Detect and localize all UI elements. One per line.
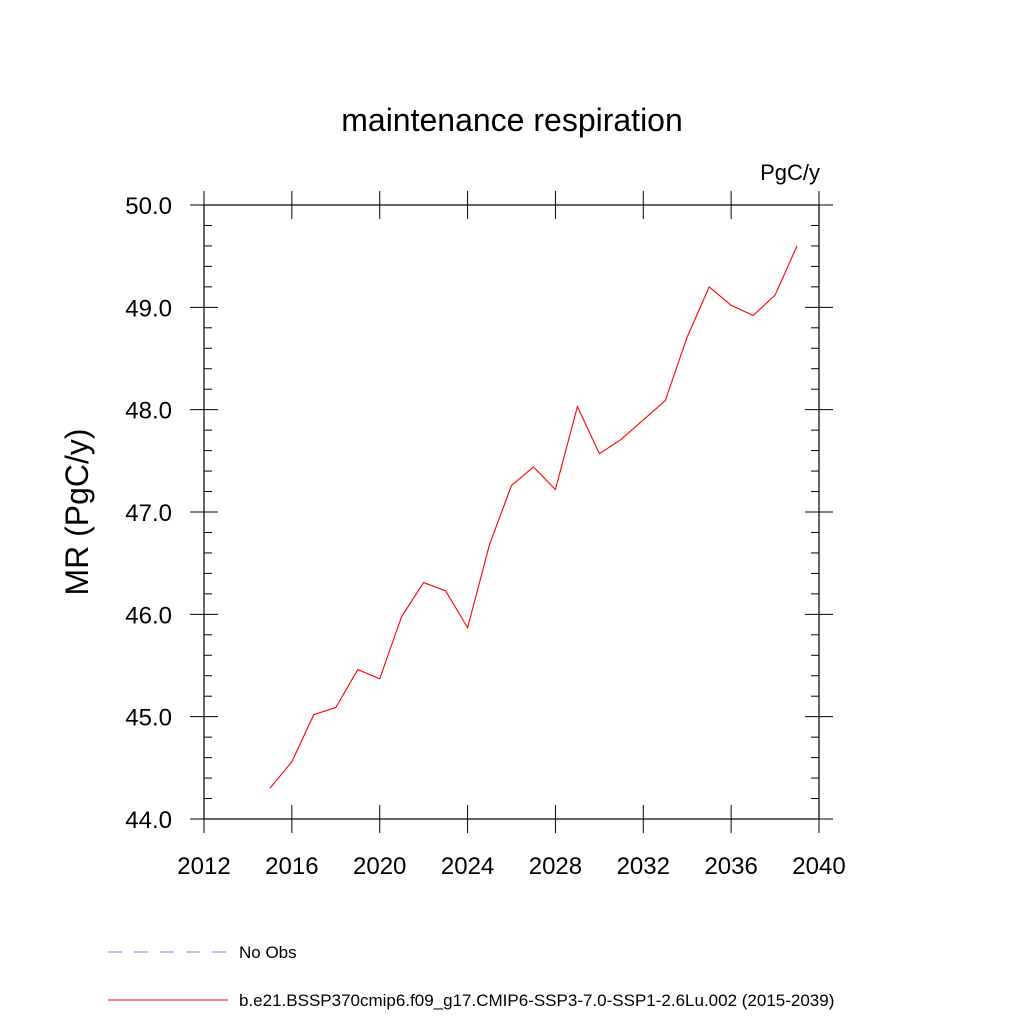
y-tick-label: 49.0 <box>125 295 172 322</box>
y-tick-label: 48.0 <box>125 398 172 425</box>
x-tick-label: 2024 <box>441 853 494 880</box>
units-label: PgC/y <box>760 160 820 185</box>
chart-title: maintenance respiration <box>341 102 683 138</box>
x-tick-label: 2012 <box>177 853 230 880</box>
x-tick-label: 2032 <box>617 853 670 880</box>
axis-ticks: 2012 2016 2020 2024 2028 2032 2036 2040 44.0 45.0… <box>125 191 846 880</box>
x-tick-label: 2020 <box>353 853 406 880</box>
x-tick-label: 2028 <box>529 853 582 880</box>
series-lines <box>269 245 798 789</box>
y-tick-label: 44.0 <box>125 807 172 834</box>
x-tick-label: 2040 <box>792 853 845 880</box>
y-tick-label: 46.0 <box>125 602 172 629</box>
y-axis-label: MR (PgC/y) <box>59 428 95 595</box>
series-line <box>269 245 798 789</box>
plot-frame <box>203 204 820 820</box>
x-tick-label: 2016 <box>265 853 318 880</box>
y-tick-label: 45.0 <box>125 705 172 732</box>
legend: No Obs b.e21.BSSP370cmip6.f09_g17.CMIP6-S… <box>108 943 834 1010</box>
y-tick-label: 47.0 <box>125 500 172 527</box>
legend-label: No Obs <box>239 943 297 962</box>
legend-label: b.e21.BSSP370cmip6.f09_g17.CMIP6-SSP3-7.… <box>239 991 834 1010</box>
y-tick-label: 50.0 <box>125 193 172 220</box>
x-tick-label: 2036 <box>704 853 757 880</box>
